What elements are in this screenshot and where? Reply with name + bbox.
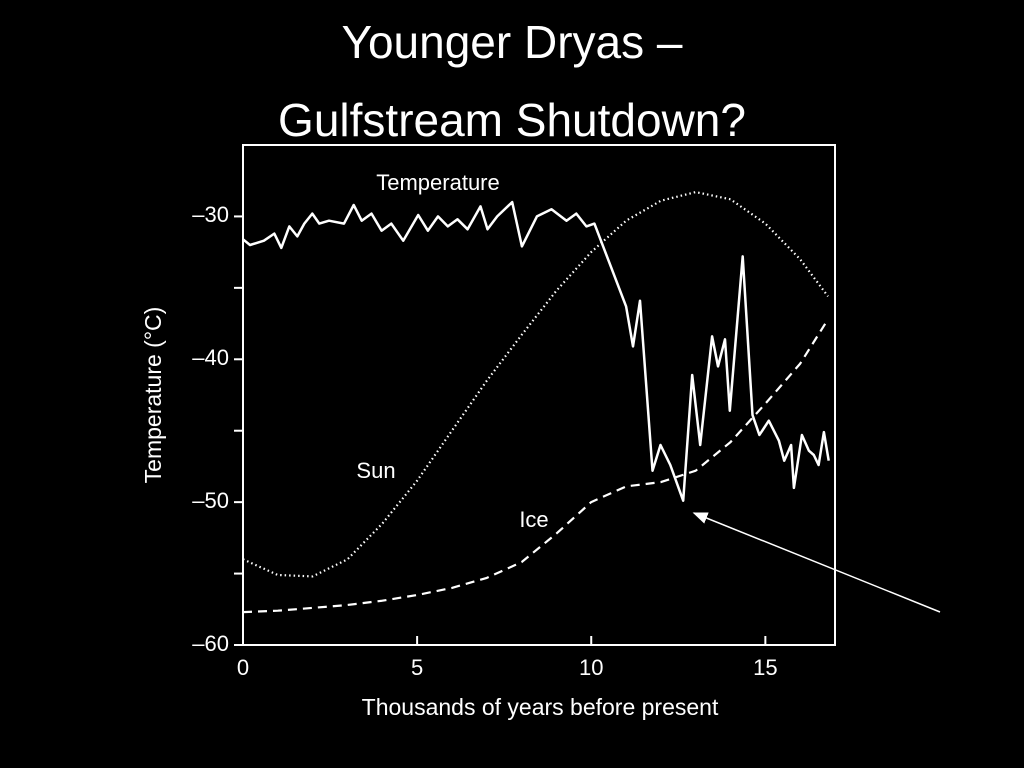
series-label: Ice	[519, 507, 548, 532]
annotation-arrow	[692, 512, 941, 613]
x-tick-label: 5	[411, 655, 423, 680]
series-label: Sun	[356, 458, 395, 483]
y-tick-label: –60	[192, 631, 229, 656]
x-axis-label: Thousands of years before present	[362, 694, 719, 720]
y-tick-label: –50	[192, 488, 229, 513]
series-line	[242, 191, 829, 578]
y-axis-label: Temperature (°C)	[140, 307, 166, 484]
x-tick-label: 10	[579, 655, 603, 680]
x-tick-label: 0	[237, 655, 249, 680]
title-line: Younger Dryas –	[342, 16, 683, 68]
series-label: Temperature	[376, 170, 500, 195]
series-line	[242, 200, 830, 502]
x-tick-label: 15	[753, 655, 777, 680]
y-tick-label: –40	[192, 345, 229, 370]
plot-frame	[242, 144, 836, 646]
series-line	[242, 318, 829, 614]
title-line: Gulfstream Shutdown?	[278, 94, 746, 146]
y-tick-label: –30	[192, 202, 229, 227]
